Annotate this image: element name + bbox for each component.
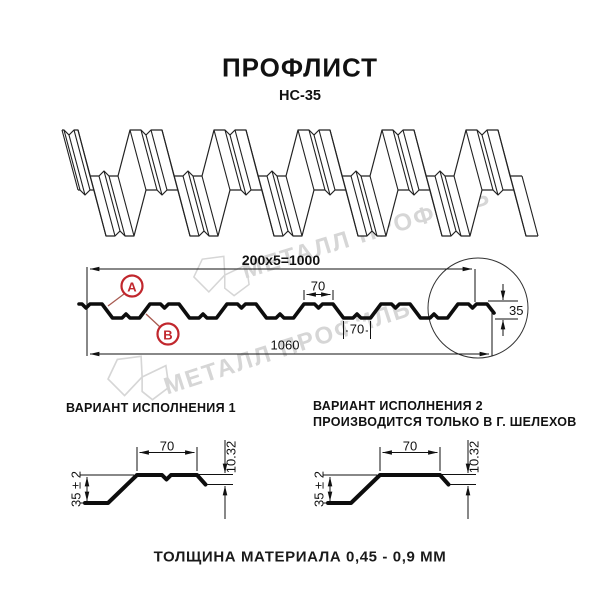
callout-b-circle — [156, 322, 180, 346]
variant2-profile — [326, 473, 451, 505]
detail-circle — [427, 257, 529, 359]
watermark-logo-icon — [107, 355, 170, 401]
callout-a-circle — [120, 274, 144, 298]
cross-section — [77, 257, 529, 359]
variant2-drawing — [323, 440, 476, 519]
watermark-logo-icon — [192, 255, 250, 297]
profile-outline — [77, 302, 496, 320]
variant1-drawing — [80, 440, 233, 519]
sheet-3d-view — [61, 129, 539, 237]
callout-a-leader — [107, 293, 125, 307]
variant1-profile — [83, 473, 208, 505]
callout-b-leader — [145, 313, 161, 328]
